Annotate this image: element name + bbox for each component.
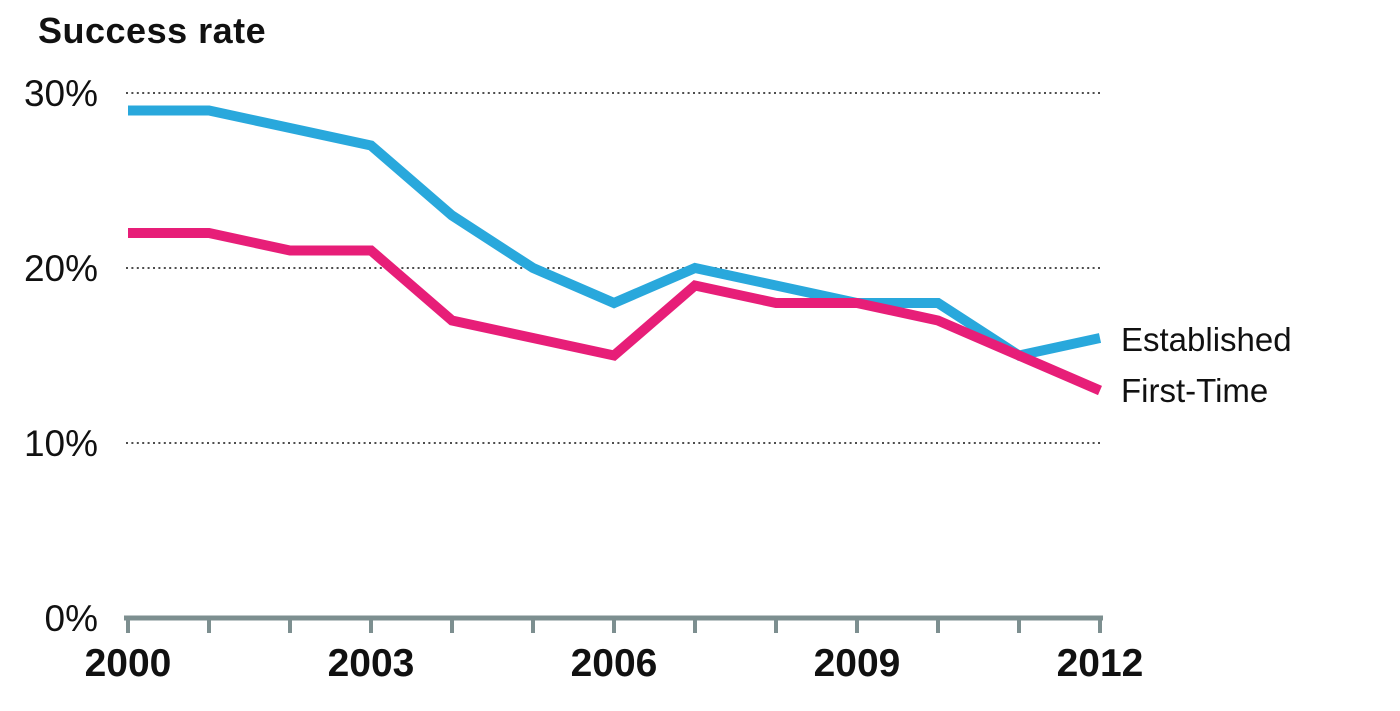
series-line-first-time <box>128 228 1102 396</box>
x-axis-tick-label: 2000 <box>85 642 172 685</box>
chart-title: Success rate <box>38 10 267 51</box>
x-axis-tick-label: 2009 <box>814 642 901 685</box>
x-axis-tick-label: 2012 <box>1057 642 1144 685</box>
x-axis-tick-label: 2003 <box>328 642 415 685</box>
y-axis-tick-label: 30% <box>24 73 98 114</box>
y-axis-tick-label: 0% <box>45 598 98 639</box>
y-axis-tick-label: 10% <box>24 423 98 464</box>
series-label-first-time: First-Time <box>1121 372 1269 409</box>
series-label-established: Established <box>1121 321 1292 358</box>
series-line-established <box>128 105 1102 361</box>
x-axis-tick-label: 2006 <box>571 642 658 685</box>
y-axis-tick-label: 20% <box>24 248 98 289</box>
